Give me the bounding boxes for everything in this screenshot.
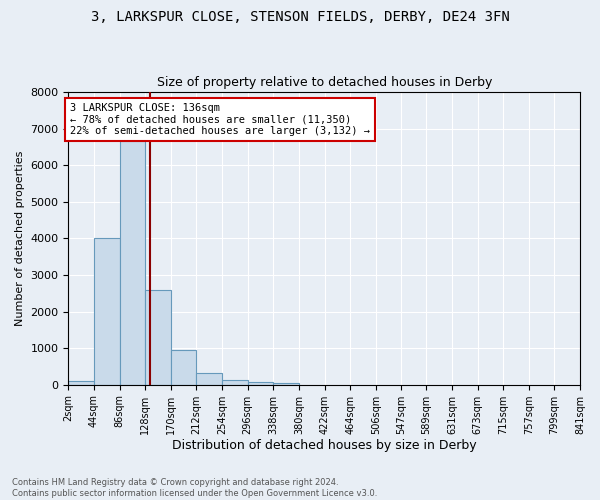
X-axis label: Distribution of detached houses by size in Derby: Distribution of detached houses by size … [172,440,476,452]
Bar [171,350,196,384]
Bar [222,380,248,384]
Bar [119,142,145,384]
Bar [273,382,299,384]
Bar [68,381,94,384]
Text: Contains HM Land Registry data © Crown copyright and database right 2024.
Contai: Contains HM Land Registry data © Crown c… [12,478,377,498]
Text: 3 LARKSPUR CLOSE: 136sqm
← 78% of detached houses are smaller (11,350)
22% of se: 3 LARKSPUR CLOSE: 136sqm ← 78% of detach… [70,103,370,136]
Bar [145,290,171,384]
Title: Size of property relative to detached houses in Derby: Size of property relative to detached ho… [157,76,492,90]
Text: 3, LARKSPUR CLOSE, STENSON FIELDS, DERBY, DE24 3FN: 3, LARKSPUR CLOSE, STENSON FIELDS, DERBY… [91,10,509,24]
Bar [94,238,119,384]
Bar [196,373,222,384]
Bar [248,382,273,384]
Y-axis label: Number of detached properties: Number of detached properties [15,150,25,326]
